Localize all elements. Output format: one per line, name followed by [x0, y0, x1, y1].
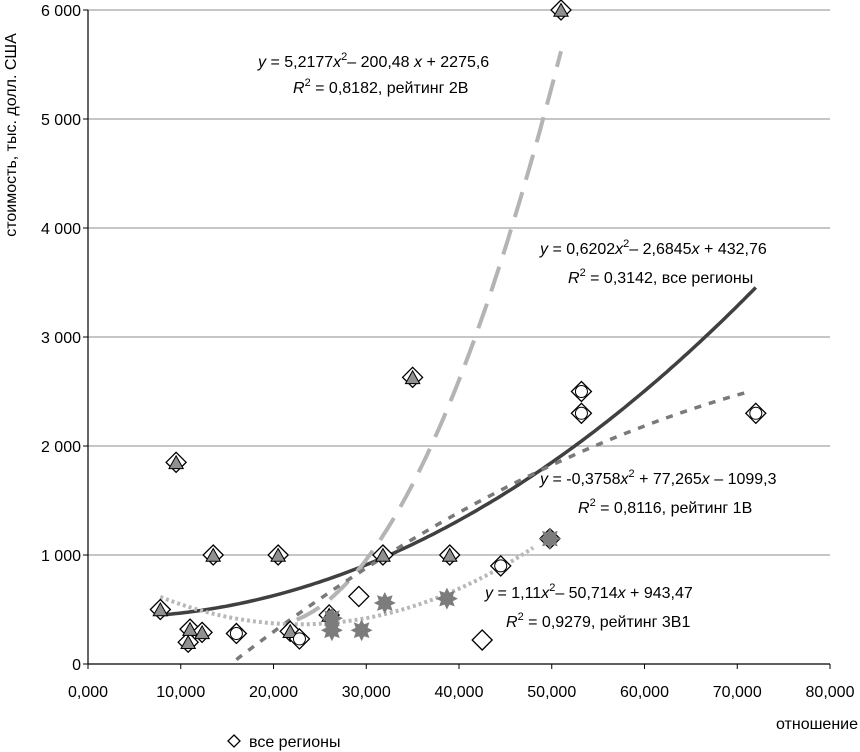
annotation-all-line2: R2 = 0,3142, все регионы — [568, 267, 753, 287]
annotation-2b-line1: y = 5,2177x2– 200,48 x + 2275,6 — [257, 51, 489, 71]
x-tick-label: 0,000 — [68, 684, 108, 701]
legend: все регионы — [227, 734, 340, 751]
point-triangle — [182, 621, 199, 636]
y-axis-title: стоимость, тыс. долл. США — [3, 33, 20, 237]
x-tick-label: 40,000 — [435, 684, 484, 701]
point-circle — [292, 632, 306, 646]
point-circle — [574, 406, 588, 420]
point-triangle — [152, 601, 169, 617]
annotation-1b-line1: y = -0,3758x2 + 77,265x – 1099,3 — [539, 468, 777, 488]
x-tick-label: 80,000 — [806, 684, 855, 701]
point-triangle — [374, 547, 391, 562]
point-star — [320, 619, 343, 642]
trendline-solid — [162, 286, 758, 617]
point-star — [373, 592, 396, 614]
trendlines — [159, 50, 758, 661]
point-triangle — [194, 624, 211, 640]
point-triangle — [404, 369, 421, 385]
point-star — [538, 527, 561, 550]
y-tick-label: 1 000 — [41, 548, 81, 565]
point-star — [350, 619, 373, 642]
y-tick-label: 6 000 — [41, 3, 81, 20]
point-circle — [749, 406, 763, 420]
point-circle — [494, 559, 508, 573]
point-triangle — [282, 623, 299, 639]
data-points — [149, 0, 767, 654]
point-triangle — [168, 454, 185, 470]
point-circle — [574, 385, 588, 398]
y-tick-label: 4 000 — [41, 221, 81, 238]
x-tick-label: 50,000 — [527, 684, 576, 701]
point-diamond — [347, 585, 370, 608]
annotation-all-line1: y = 0,6202x2– 2,6845x + 432,76 — [539, 238, 767, 258]
annotation-3b1-line2: R2 = 0,9279, рейтинг 3В1 — [506, 611, 690, 631]
x-tick-label: 60,000 — [620, 684, 669, 701]
tick-labels: 0 1 000 2 000 3 000 4 000 5 000 6 000 0,000 10,0… — [41, 3, 855, 701]
point-star — [435, 587, 458, 610]
x-tick-label: 20,000 — [249, 684, 298, 701]
annotation-2b-line2: R2 = 0,8182, рейтинг 2В — [293, 77, 468, 97]
annotation-1b-line2: R2 = 0,8116, рейтинг 1В — [578, 497, 752, 517]
axes — [83, 9, 831, 669]
x-tick-label: 10,000 — [156, 684, 205, 701]
annotation-3b1-line1: y = 1,11x2– 50,714x + 943,47 — [484, 582, 693, 602]
x-tick-label: 30,000 — [342, 684, 391, 701]
point-triangle — [441, 547, 458, 562]
trendline-long-dash — [295, 50, 563, 622]
point-triangle — [270, 547, 287, 562]
legend-label: все регионы — [249, 734, 340, 751]
point-triangle — [553, 2, 570, 17]
point-triangle — [180, 634, 197, 649]
x-tick-label: 70,000 — [713, 684, 762, 701]
y-tick-label: 2 000 — [41, 439, 81, 456]
point-circle — [229, 626, 243, 640]
x-axis-title: отношение — [776, 716, 858, 733]
trendline-dot — [159, 546, 535, 627]
point-diamond — [471, 629, 494, 651]
gridlines — [88, 9, 830, 556]
trendline-dash — [235, 390, 747, 661]
legend-diamond-icon — [227, 734, 241, 748]
y-tick-label: 3 000 — [41, 330, 81, 347]
point-triangle — [205, 547, 222, 562]
y-tick-label: 0 — [72, 657, 81, 674]
y-tick-label: 5 000 — [41, 112, 81, 129]
